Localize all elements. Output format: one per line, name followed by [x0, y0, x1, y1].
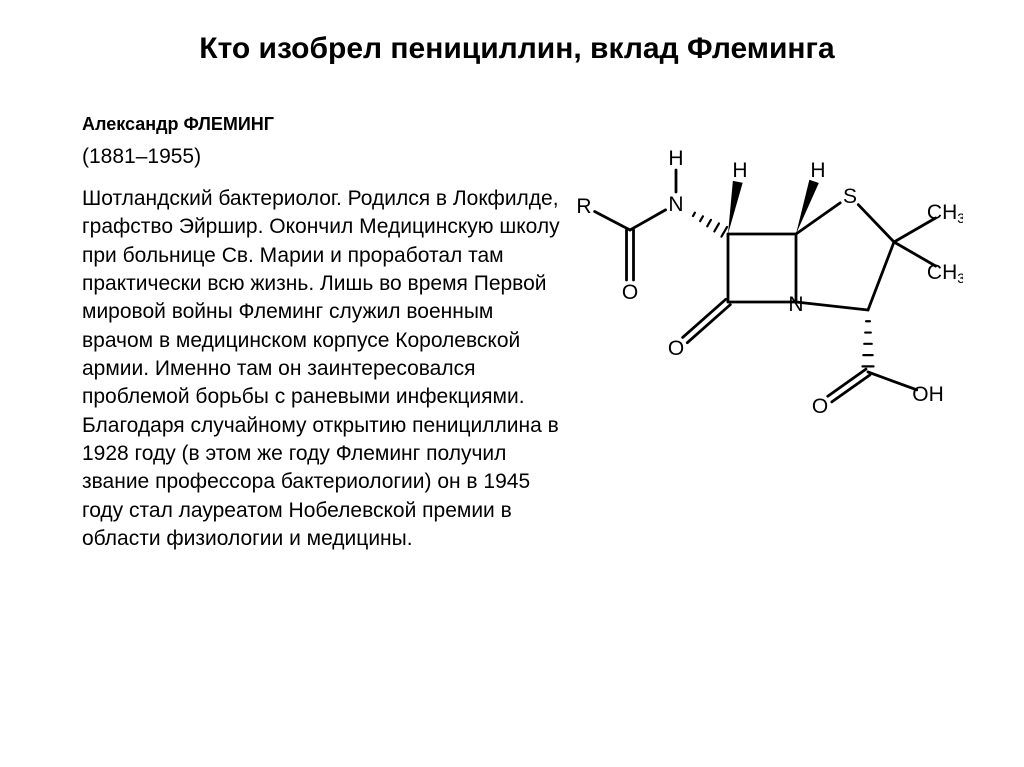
svg-text:CH3: CH3: [927, 261, 963, 286]
svg-text:O: O: [668, 337, 684, 360]
bio-paragraph: Шотландский бактериолог. Родился в Локфи…: [82, 185, 568, 553]
svg-text:R: R: [576, 195, 591, 218]
svg-text:H: H: [810, 159, 825, 182]
content-row: Александр ФЛЕМИНГ (1881–1955) Шотландски…: [82, 114, 952, 553]
text-column: Александр ФЛЕМИНГ (1881–1955) Шотландски…: [82, 114, 568, 553]
penicillin-structure-icon: RONHHOSCH3CH3HOOHN: [568, 126, 963, 436]
svg-text:N: N: [668, 193, 683, 216]
svg-text:CH3: CH3: [927, 201, 963, 226]
svg-text:O: O: [622, 281, 638, 304]
slide-page: Кто изобрел пенициллин, вклад Флеминга А…: [0, 0, 1024, 767]
author-years: (1881–1955): [82, 145, 568, 169]
molecule-column: RONHHOSCH3CH3HOOHN: [568, 114, 952, 553]
svg-text:OH: OH: [912, 383, 944, 406]
svg-text:H: H: [732, 159, 747, 182]
svg-text:N: N: [788, 293, 803, 316]
svg-text:S: S: [843, 185, 857, 208]
author-name: Александр ФЛЕМИНГ: [82, 114, 568, 135]
svg-text:O: O: [812, 395, 828, 418]
svg-text:H: H: [668, 147, 683, 170]
slide-title: Кто изобрел пенициллин, вклад Флеминга: [82, 32, 952, 66]
